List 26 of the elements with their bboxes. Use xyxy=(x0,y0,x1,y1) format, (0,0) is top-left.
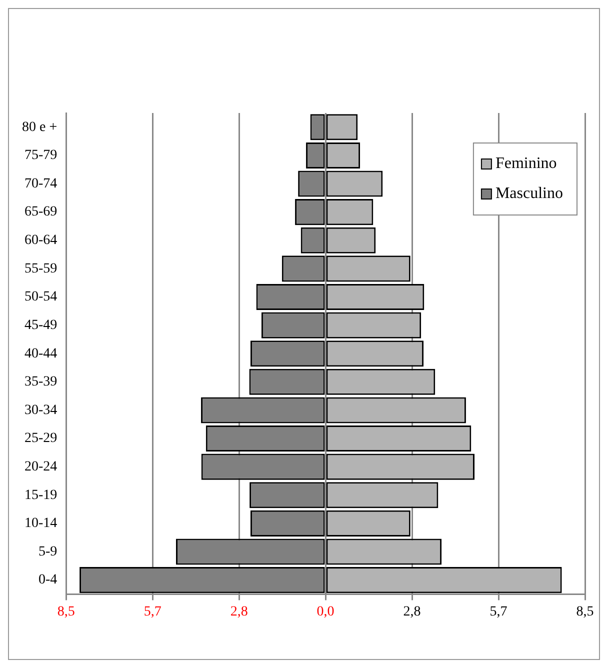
y-tick-label: 50-54 xyxy=(24,290,58,305)
legend-label: Feminino xyxy=(495,155,557,172)
y-tick-label: 45-49 xyxy=(24,318,58,333)
y-tick-label: 5-9 xyxy=(38,544,58,560)
legend-label: Masculino xyxy=(495,185,563,202)
x-tick-label: 8,5 xyxy=(576,604,594,620)
x-tick-label: 0,0 xyxy=(316,604,334,620)
y-tick-label: 60-64 xyxy=(24,233,58,248)
y-tick-label: 20-24 xyxy=(24,459,58,474)
y-tick-label: 25-29 xyxy=(24,431,58,446)
y-tick-label: 55-59 xyxy=(24,261,58,276)
x-tick-label: 5,7 xyxy=(490,604,508,620)
y-tick-label: 35-39 xyxy=(24,374,58,390)
x-tick-label: 8,5 xyxy=(57,604,75,620)
y-tick-label: 0-4 xyxy=(38,572,58,588)
y-tick-label: 15-19 xyxy=(24,488,58,503)
y-tick-label: 10-14 xyxy=(24,516,58,532)
x-tick-label: 2,8 xyxy=(230,604,248,620)
y-tick-label: 30-34 xyxy=(24,402,58,418)
y-tick-label: 70-74 xyxy=(24,176,58,192)
y-tick-label: 40-44 xyxy=(24,346,58,362)
y-tick-label: 75-79 xyxy=(24,148,58,164)
y-tick-label: 80 e + xyxy=(22,120,58,135)
x-tick-label: 5,7 xyxy=(144,604,162,620)
y-tick-label: 65-69 xyxy=(24,204,58,220)
x-tick-label: 2,8 xyxy=(403,604,421,620)
